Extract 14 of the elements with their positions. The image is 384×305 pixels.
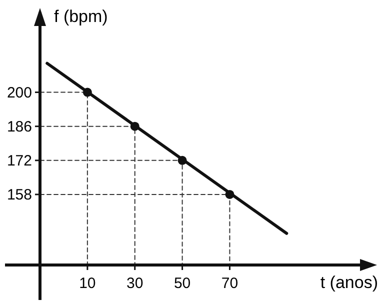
- point: [225, 190, 234, 199]
- x-tick-label: 10: [79, 275, 96, 292]
- y-tick-label: 186: [6, 118, 32, 136]
- y-axis-title: f (bpm): [54, 7, 108, 26]
- x-tick-label: 70: [221, 275, 238, 292]
- point: [130, 122, 140, 131]
- x-tick-label: 30: [126, 275, 144, 292]
- point: [82, 88, 92, 97]
- y-tick-label: 172: [6, 152, 32, 170]
- x-tick-label: 50: [174, 275, 191, 292]
- x-axis-title: t (anos): [320, 273, 378, 292]
- y-tick-label: 200: [6, 84, 32, 102]
- point: [178, 156, 187, 165]
- y-tick-label: 158: [6, 186, 32, 204]
